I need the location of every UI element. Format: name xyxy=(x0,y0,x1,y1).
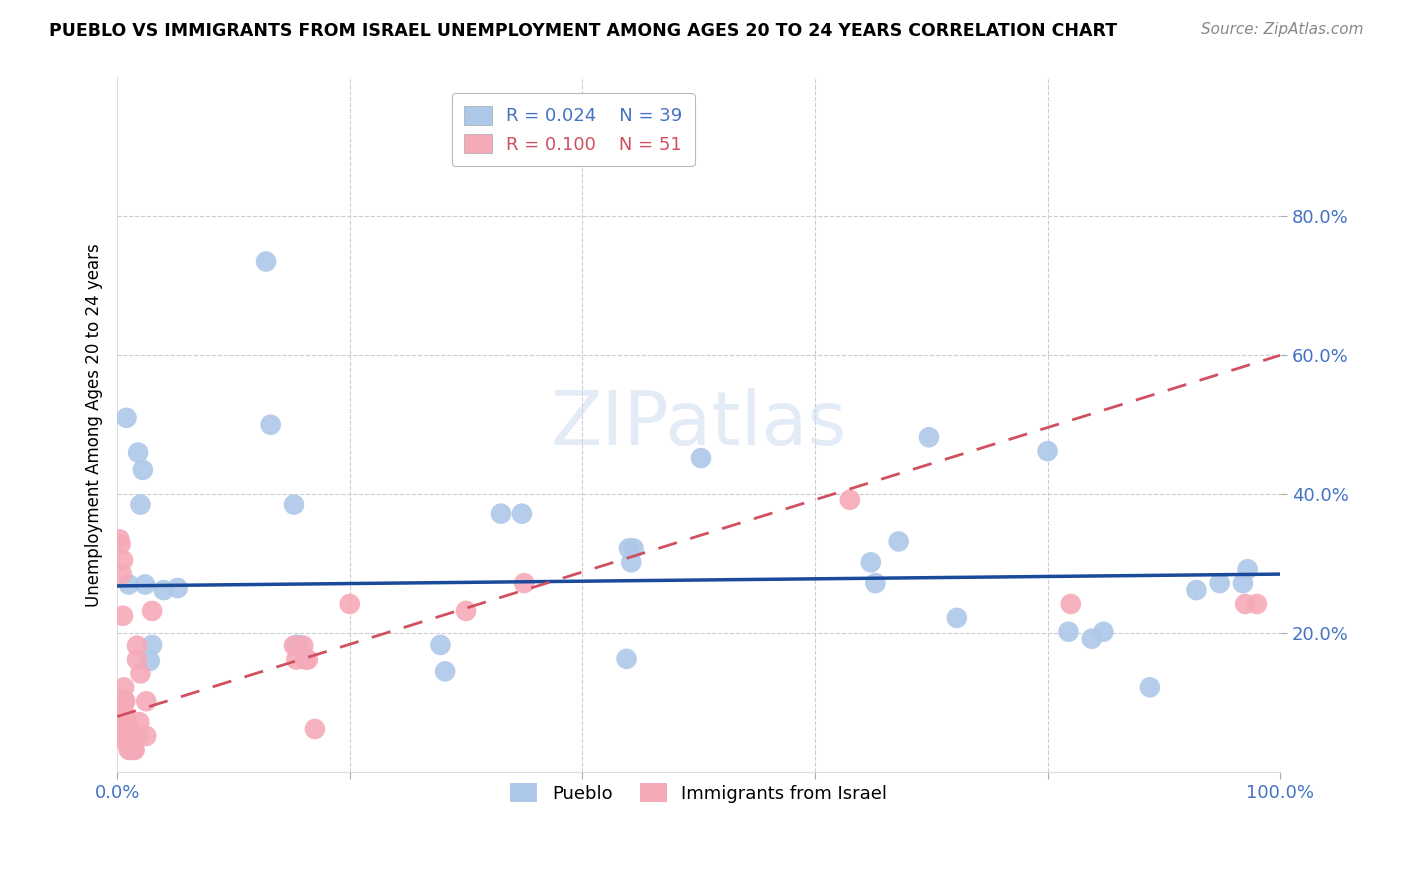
Point xyxy=(114,694,136,708)
Point xyxy=(115,410,138,425)
Point xyxy=(434,665,457,679)
Point xyxy=(623,541,645,556)
Point xyxy=(112,681,135,695)
Point xyxy=(111,567,134,582)
Point xyxy=(865,576,887,591)
Point xyxy=(111,608,134,623)
Point xyxy=(135,729,157,743)
Point xyxy=(1057,624,1080,639)
Point xyxy=(294,652,316,666)
Point xyxy=(297,652,319,666)
Point xyxy=(304,722,326,736)
Point xyxy=(292,639,315,653)
Point xyxy=(110,537,132,551)
Point xyxy=(118,736,141,750)
Point xyxy=(111,553,134,567)
Point xyxy=(120,736,142,750)
Point xyxy=(141,638,163,652)
Point xyxy=(135,694,157,708)
Point xyxy=(134,577,156,591)
Point xyxy=(118,743,141,757)
Point xyxy=(513,576,536,591)
Point xyxy=(115,714,138,729)
Point xyxy=(111,692,134,706)
Point xyxy=(946,611,969,625)
Point xyxy=(121,743,143,757)
Point xyxy=(690,451,713,466)
Point xyxy=(124,743,146,757)
Point xyxy=(1246,597,1268,611)
Point xyxy=(339,597,361,611)
Point xyxy=(115,736,138,750)
Point xyxy=(121,736,143,750)
Point xyxy=(489,507,512,521)
Point xyxy=(141,604,163,618)
Point xyxy=(117,729,139,743)
Point xyxy=(1236,562,1258,576)
Point xyxy=(510,507,533,521)
Point xyxy=(125,639,148,653)
Point xyxy=(127,445,149,459)
Point xyxy=(283,639,305,653)
Point xyxy=(139,654,162,668)
Point xyxy=(429,638,451,652)
Point xyxy=(1092,624,1115,639)
Point xyxy=(285,638,308,652)
Point xyxy=(617,541,640,556)
Point xyxy=(112,694,135,708)
Point xyxy=(108,533,131,547)
Point xyxy=(283,498,305,512)
Point xyxy=(294,652,316,666)
Point xyxy=(1234,597,1257,611)
Point xyxy=(166,581,188,595)
Point xyxy=(859,555,882,569)
Point xyxy=(1036,444,1059,458)
Point xyxy=(125,652,148,666)
Y-axis label: Unemployment Among Ages 20 to 24 years: Unemployment Among Ages 20 to 24 years xyxy=(86,243,103,607)
Point xyxy=(620,555,643,569)
Point xyxy=(285,652,308,666)
Point xyxy=(260,417,283,432)
Point xyxy=(254,254,277,268)
Point xyxy=(115,722,138,736)
Point xyxy=(111,692,134,706)
Point xyxy=(114,722,136,736)
Point xyxy=(118,577,141,591)
Point xyxy=(918,430,941,444)
Point xyxy=(1139,681,1161,695)
Point xyxy=(838,492,860,507)
Point xyxy=(127,729,149,743)
Point xyxy=(1232,576,1254,591)
Point xyxy=(616,652,638,666)
Legend: Pueblo, Immigrants from Israel: Pueblo, Immigrants from Israel xyxy=(498,771,900,815)
Point xyxy=(118,743,141,757)
Point xyxy=(122,743,145,757)
Text: Source: ZipAtlas.com: Source: ZipAtlas.com xyxy=(1201,22,1364,37)
Point xyxy=(287,638,309,652)
Point xyxy=(1208,576,1230,591)
Point xyxy=(454,604,477,618)
Point xyxy=(129,666,152,681)
Point xyxy=(129,498,152,512)
Point xyxy=(118,736,141,750)
Point xyxy=(117,736,139,750)
Point xyxy=(132,463,155,477)
Point xyxy=(1185,583,1208,598)
Point xyxy=(114,714,136,729)
Point xyxy=(152,583,174,598)
Point xyxy=(115,729,138,743)
Text: PUEBLO VS IMMIGRANTS FROM ISRAEL UNEMPLOYMENT AMONG AGES 20 TO 24 YEARS CORRELAT: PUEBLO VS IMMIGRANTS FROM ISRAEL UNEMPLO… xyxy=(49,22,1118,40)
Point xyxy=(112,708,135,723)
Point xyxy=(1080,632,1102,646)
Point xyxy=(128,714,150,729)
Point xyxy=(114,708,136,723)
Text: ZIPatlas: ZIPatlas xyxy=(551,388,846,461)
Point xyxy=(118,722,141,736)
Point xyxy=(1060,597,1083,611)
Point xyxy=(887,534,910,549)
